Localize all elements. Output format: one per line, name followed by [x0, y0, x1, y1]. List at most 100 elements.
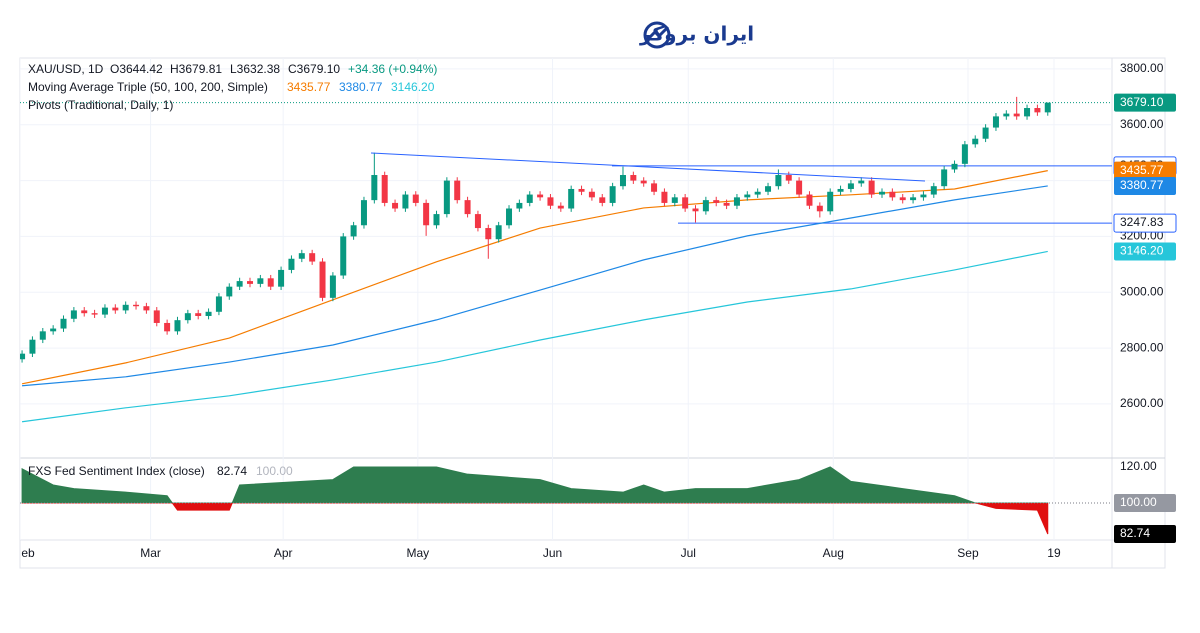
sentiment-value-label: 82.74 [1120, 526, 1150, 540]
candle-body [557, 205, 564, 209]
candle-body [941, 169, 948, 187]
candle-body [309, 253, 316, 262]
candle-body [671, 197, 678, 203]
baseline-label-bg [1114, 493, 1176, 512]
candle-body [184, 313, 191, 321]
y-tick-label: 2800.00 [1120, 340, 1164, 354]
x-tick-label: eb [21, 546, 35, 560]
price-label: 3435.77 [1120, 163, 1164, 177]
candle-body [91, 313, 98, 315]
y-tick-label: 3000.00 [1120, 284, 1164, 298]
candle-body [29, 339, 36, 354]
candle-body [298, 253, 305, 259]
candle-body [754, 191, 761, 195]
sentiment-area [21, 466, 1049, 503]
candle-body [713, 200, 720, 203]
candle-body [899, 197, 906, 201]
candle-body [143, 306, 150, 311]
candle-body [847, 183, 854, 189]
candle-body [360, 200, 367, 226]
candle-body [495, 225, 502, 240]
candle-body [744, 194, 751, 198]
candle-body [350, 225, 357, 237]
price-label: 3380.77 [1120, 178, 1164, 192]
candle-body [868, 180, 875, 195]
candle-body [733, 197, 740, 206]
y-tick-label: 3800.00 [1120, 61, 1164, 75]
candle-body [599, 197, 606, 203]
candle-body [402, 194, 409, 209]
candle-body [661, 191, 668, 203]
candle-body [1003, 113, 1010, 117]
candle-body [133, 304, 140, 307]
candle-body [609, 186, 616, 203]
candle-body [319, 261, 326, 298]
pivot-label-bg [1113, 213, 1177, 233]
sentiment-area-group [21, 466, 1049, 503]
legend-value: 3146.20 [391, 80, 435, 94]
candle-body [775, 175, 782, 187]
candle-body [537, 194, 544, 198]
y-tick-label: 3600.00 [1120, 117, 1164, 131]
indicator-name: Moving Average Triple (50, 100, 200, Sim… [28, 80, 268, 94]
ma-line [21, 170, 1048, 385]
ohlc-change: +34.36 (+0.94%) [348, 62, 437, 76]
indicator-name: Pivots (Traditional, Daily, 1) [28, 98, 173, 112]
ma-line [22, 185, 1048, 387]
candle-body [247, 281, 254, 284]
sentiment-value-label-bg [1114, 524, 1176, 543]
candle-body [329, 275, 336, 298]
candle-body [50, 328, 57, 332]
candle-body [340, 236, 347, 276]
candle-body [443, 180, 450, 215]
candle-body [257, 278, 264, 284]
candle-body [195, 313, 202, 316]
ohlc-close: C3679.10 [288, 62, 340, 76]
candle-body [70, 310, 77, 319]
candle-body [972, 138, 979, 145]
candle-body [433, 214, 440, 226]
candle-body [961, 144, 968, 164]
candle-body [982, 127, 989, 139]
candle-body [682, 197, 689, 209]
candle-body [454, 180, 461, 201]
candle-body [164, 322, 171, 332]
y-tick-label: 120.00 [1120, 459, 1157, 473]
candle-body [796, 180, 803, 195]
price-label: 3679.10 [1120, 95, 1164, 109]
candle-body [153, 310, 160, 323]
candle-body [464, 200, 471, 215]
candle-body [288, 258, 295, 270]
logo-icon [643, 21, 671, 49]
price-label: 3146.20 [1120, 244, 1164, 258]
candle-body [1013, 113, 1020, 117]
candle-body [619, 175, 626, 187]
ohlc-high: H3679.81 [170, 62, 222, 76]
candle-body [588, 191, 595, 198]
candle-body [951, 163, 958, 170]
candle-body [765, 186, 772, 192]
legend-value: 3435.77 [287, 80, 331, 94]
price-label-bg [1114, 161, 1176, 180]
candle-body [392, 202, 399, 209]
candle-body [1034, 108, 1041, 113]
candle-body [485, 228, 492, 240]
x-tick-label: Aug [823, 546, 844, 560]
candle-body [412, 194, 419, 203]
x-tick-label: Mar [140, 546, 161, 560]
candle-body [630, 175, 637, 181]
candle-body [20, 353, 26, 360]
ma-line [21, 250, 1048, 423]
candle-body [785, 175, 792, 181]
candle-body [992, 116, 999, 128]
candle-body [174, 320, 181, 332]
logo-arrow [646, 25, 670, 41]
candle-body [1044, 102, 1051, 113]
candle-body [371, 175, 378, 201]
sentiment-value: 82.74 [217, 464, 247, 478]
price-label-bg [1114, 93, 1176, 112]
candle-body [381, 175, 388, 203]
x-tick-label: Sep [957, 546, 979, 560]
